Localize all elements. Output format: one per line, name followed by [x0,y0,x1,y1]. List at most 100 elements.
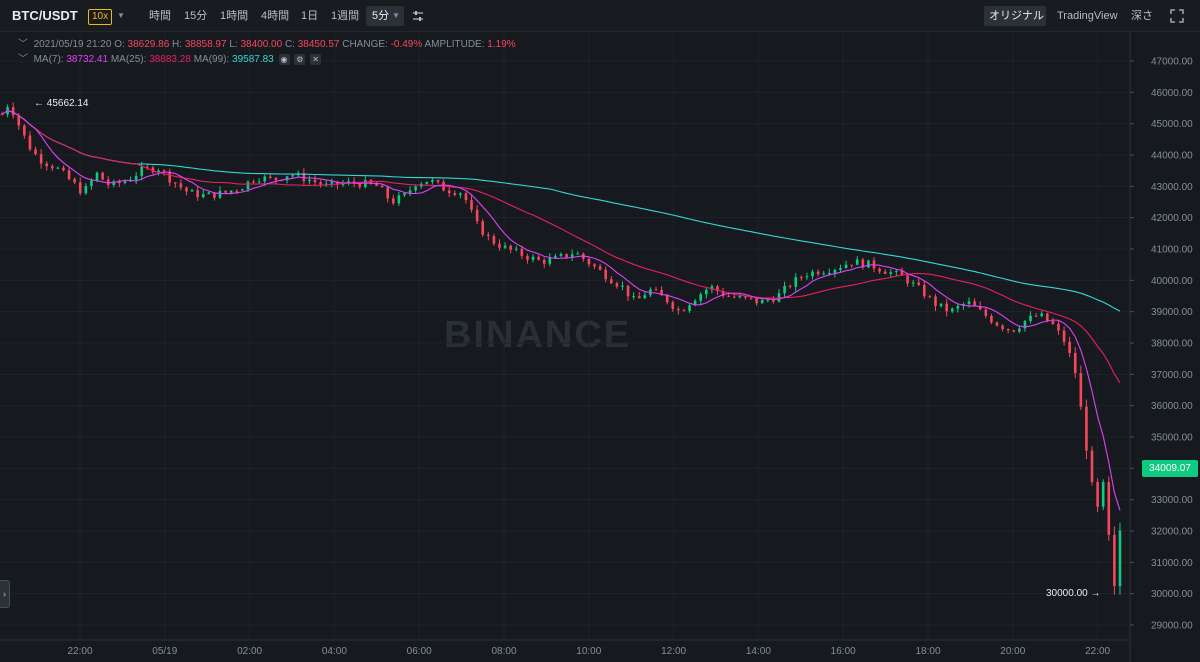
candle-body [28,135,32,150]
candle-body [196,190,199,198]
candle-body [375,183,378,186]
candle-body [755,298,758,304]
candle-body [805,276,809,278]
high-marker: ← 45662.14 [34,98,89,109]
interval-selected[interactable]: 5分 [372,10,390,22]
ohlc-close: 38450.57 [297,39,340,50]
interval-selector[interactable] [366,6,404,26]
candle-body [654,289,658,291]
interval-4h[interactable]: 4時間 [261,10,290,22]
settings-icon[interactable]: ⚙ [294,54,306,65]
ma25-value: 38883.28 [149,54,191,66]
candle-body [213,192,216,198]
candle-body [90,180,93,186]
candle-body [839,268,842,270]
candle-body [621,285,624,287]
candle-body [481,221,485,235]
candle-body [956,305,960,309]
candle-body [447,190,451,194]
y-tick-label: 33000.00 [1151,495,1193,506]
candle-body [1001,325,1004,330]
ma99-value: 39587.83 [232,54,274,66]
candle-body [827,272,831,274]
x-tick-label: 05/19 [152,646,177,657]
candle-body [1034,315,1038,317]
candle-body [134,175,138,180]
interval-dropdown-icon[interactable]: ▼ [392,11,400,20]
view-tradingview[interactable]: TradingView [1057,10,1118,22]
candle-body [772,299,775,302]
candle-body [682,310,686,312]
y-tick-label: 46000.00 [1151,88,1193,99]
candle-body [78,182,82,194]
interval-15m[interactable]: 15分 [184,10,208,22]
candle-body [319,182,322,185]
chart-grid [0,32,1130,640]
candle-body [280,180,283,182]
candle-body [257,181,261,183]
interval-time[interactable]: 時間 [149,10,171,22]
candle-body [906,275,909,284]
candle-body [783,285,786,294]
candle-body [45,163,49,167]
candle-body [531,256,535,260]
ohlc-amplitude: 1.19% [487,39,516,50]
ma-lines [1,110,1121,511]
y-tick-label: 40000.00 [1151,276,1193,287]
x-tick-label: 12:00 [661,646,686,657]
candle-body [537,256,540,260]
candle-body [749,297,753,299]
chart-area[interactable]: BINANCE 47000.00 46000.00 45000.00 44000.00… [0,32,1200,662]
candle-body [73,179,76,183]
x-tick-label: 18:00 [915,646,940,657]
settings-sliders-icon[interactable] [411,9,425,23]
candle-body [565,253,568,258]
x-tick-label: 06:00 [407,646,432,657]
view-original[interactable]: オリジナル [989,10,1044,22]
candle-body [140,166,144,176]
top-toolbar: BTC/USDT 10x ▼ 時間 15分 1時間 4時間 1日 1週間 5分 … [0,0,1200,32]
pair-dropdown-icon[interactable]: ▼ [117,11,125,20]
candle-body [39,154,43,164]
candle-body [760,299,764,304]
candle-body [794,277,798,287]
candle-body [1079,373,1083,407]
candlestick-chart[interactable]: 47000.00 46000.00 45000.00 44000.00 43000.00… [0,32,1200,662]
x-tick-label: 14:00 [746,646,771,657]
candle-body [347,181,350,183]
interval-1d[interactable]: 1日 [301,10,319,22]
candle-body [917,282,921,285]
candle-body [1040,313,1044,316]
close-icon[interactable]: ✕ [310,54,322,65]
candle-body [179,183,183,188]
view-original-box[interactable] [984,6,1046,26]
candle-body [570,254,574,258]
eye-icon[interactable]: ◉ [278,54,290,65]
pair-symbol[interactable]: BTC/USDT [12,8,78,23]
fullscreen-icon[interactable] [1170,9,1184,23]
candle-body [632,296,635,298]
candle-body [1107,482,1111,535]
x-tick-label: 02:00 [237,646,262,657]
view-depth[interactable]: 深さ [1131,10,1153,22]
candle-body [1018,328,1021,332]
candle-body [878,268,881,272]
interval-1w[interactable]: 1週間 [331,10,360,22]
candle-body [431,180,434,182]
candle-body [408,190,412,194]
ma-info: ﹀ MA(7): 38732.41 MA(25): 38883.28 MA(99… [18,54,322,66]
watermark-logo: BINANCE [444,314,632,356]
candle-body [252,181,255,183]
expand-panel-handle[interactable]: › [0,580,10,608]
candle-body [883,271,887,274]
candle-body [928,296,932,298]
candle-body [604,269,607,280]
candle-body [313,179,317,183]
candle-body [475,209,479,222]
interval-1h[interactable]: 1時間 [220,10,249,22]
candle-body [867,260,870,268]
candle-body [514,248,518,250]
candle-body [1045,313,1049,321]
candle-body [777,293,781,302]
candle-body [699,294,703,301]
